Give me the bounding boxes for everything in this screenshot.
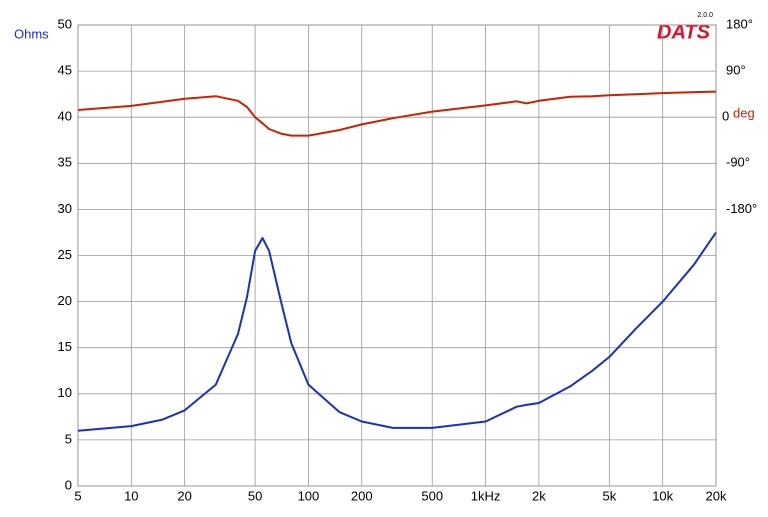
series-line <box>77 90 717 137</box>
y-tick-label: 10 <box>58 385 72 400</box>
x-tick-label: 100 <box>298 488 320 503</box>
y-axis-label: Ohms <box>14 26 49 41</box>
y2-tick-label: -180° <box>726 201 757 216</box>
y-tick-label: 15 <box>58 339 72 354</box>
x-tick-label: 500 <box>421 488 443 503</box>
x-tick-label: 10 <box>124 488 138 503</box>
x-tick-label: 1kHz <box>471 488 501 503</box>
x-tick-label: 5k <box>602 488 616 503</box>
y-tick-label: 0 <box>65 477 72 492</box>
y2-axis-label: deg <box>733 105 755 120</box>
y-tick-label: 45 <box>58 63 72 78</box>
x-tick-label: 20 <box>177 488 191 503</box>
version: 2.0.0 <box>697 12 713 19</box>
y-tick-label: 50 <box>58 16 72 31</box>
x-tick-label: 20k <box>706 488 727 503</box>
x-tick-label: 5 <box>74 488 81 503</box>
y-tick-label: 40 <box>58 109 72 124</box>
y2-tick-label: 90° <box>726 63 746 78</box>
x-tick-label: 2k <box>532 488 546 503</box>
y-tick-label: 25 <box>58 247 72 262</box>
y2-tick-label: 180° <box>726 16 753 31</box>
series-line <box>77 231 717 432</box>
x-tick-label: 10k <box>652 488 673 503</box>
x-tick-label: 200 <box>351 488 373 503</box>
y2-tick-label: 0 <box>722 109 729 124</box>
y-tick-label: 5 <box>65 431 72 446</box>
y-tick-label: 20 <box>58 293 72 308</box>
y-tick-label: 35 <box>58 155 72 170</box>
brand-logo: DATS <box>657 21 711 43</box>
x-tick-label: 50 <box>248 488 262 503</box>
y-tick-label: 30 <box>58 201 72 216</box>
y2-tick-label: -90° <box>726 155 750 170</box>
